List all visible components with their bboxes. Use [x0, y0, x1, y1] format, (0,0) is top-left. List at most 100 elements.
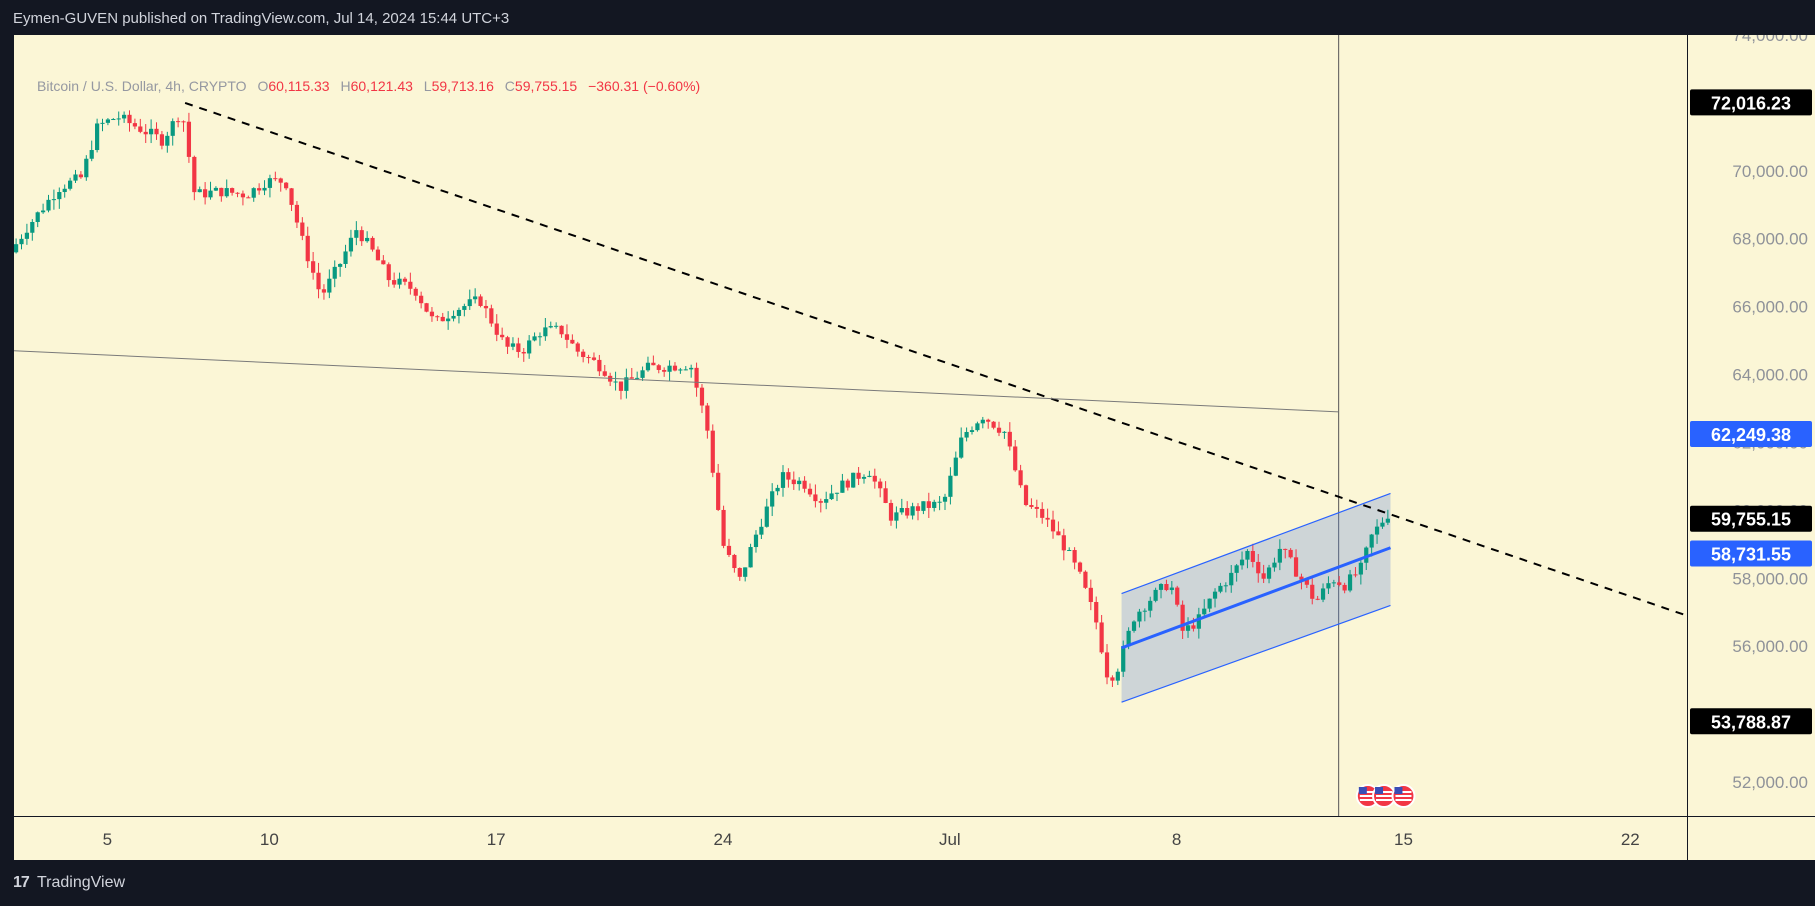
channel-upper: [1121, 492, 1391, 595]
candle-body: [332, 266, 337, 279]
legend-change: −360.31 (−0.60%): [588, 78, 701, 94]
candle-body: [30, 222, 35, 233]
candle-body: [602, 371, 607, 376]
candle-body: [1353, 574, 1358, 576]
price-tag-label: 62,249.38: [1711, 425, 1791, 445]
candle-body: [197, 189, 202, 193]
candle-body: [1331, 582, 1336, 584]
candle-body: [138, 126, 143, 132]
candle-body: [186, 121, 192, 157]
price-tag: 53,788.87: [1690, 708, 1812, 735]
candle-body: [116, 118, 121, 120]
candle-body: [446, 318, 451, 322]
candle-body: [764, 506, 769, 527]
candle-body: [645, 362, 651, 371]
legend-close-label: C: [504, 78, 515, 94]
candle-body: [1131, 621, 1137, 631]
channel-lower: [1121, 604, 1391, 703]
time-tick-label: 8: [1172, 830, 1181, 849]
candle-body: [1369, 534, 1374, 548]
candle-body: [375, 249, 381, 261]
candle-body: [888, 502, 894, 521]
time-tick-label: 5: [103, 830, 112, 849]
candle-body: [1256, 561, 1261, 574]
price-tag-bg: [1690, 708, 1812, 735]
candle-body: [699, 387, 705, 406]
candle-body: [73, 174, 78, 181]
candle-body: [521, 351, 526, 354]
candle-body: [635, 377, 640, 379]
candle-body: [899, 507, 904, 513]
candle-body: [694, 367, 699, 388]
legend-low-label: L: [423, 78, 432, 94]
candle-body: [1374, 526, 1380, 535]
candle-body: [948, 475, 953, 497]
candle-body: [975, 423, 980, 431]
candle-body: [132, 123, 138, 127]
candle-body: [586, 357, 591, 359]
candle-body: [154, 128, 159, 135]
candle-body: [24, 232, 30, 239]
tradingview-logo-icon: 17: [13, 874, 30, 891]
candle-body: [1364, 547, 1369, 563]
candle-body: [1299, 576, 1304, 580]
candle-body: [1067, 550, 1072, 552]
chart-svg[interactable]: [14, 35, 1687, 816]
flag-stripe: [1359, 799, 1376, 801]
candle-body: [689, 367, 694, 370]
candle-body: [181, 121, 186, 123]
candle-body: [235, 192, 240, 194]
candle-body: [41, 210, 46, 213]
candle-body: [953, 457, 958, 476]
candle-body: [1148, 600, 1153, 611]
candle-body: [554, 325, 559, 327]
candle-body: [581, 351, 586, 358]
chart-plot-area[interactable]: Bitcoin / U.S. Dollar, 4h, CRYPTO O60,11…: [14, 35, 1687, 816]
candle-body: [559, 325, 564, 335]
candle-body: [662, 369, 667, 372]
candle-body: [807, 488, 813, 495]
candle-body: [343, 251, 348, 264]
us-flag-event-icon: [1355, 784, 1380, 808]
flag-stripe: [1395, 791, 1412, 793]
candle-body: [500, 334, 505, 338]
candle-body: [267, 178, 273, 188]
candle-body: [354, 230, 359, 238]
candle-body: [1212, 591, 1218, 599]
price-axis[interactable]: 52,000.0054,000.0056,000.0058,000.0060,0…: [1688, 35, 1815, 816]
axis-corner: [1688, 817, 1815, 860]
candle-body: [1229, 572, 1234, 586]
candle-body: [1202, 608, 1207, 615]
price-tag: 72,016.23: [1690, 89, 1812, 116]
candle-body: [170, 121, 175, 136]
candle-body: [656, 365, 661, 370]
candle-body: [1061, 535, 1066, 551]
flag-stripe: [1376, 799, 1393, 801]
candle-body: [964, 431, 969, 438]
candle-body: [1185, 625, 1191, 631]
candle-body: [57, 192, 62, 200]
candle-body: [910, 506, 915, 516]
price-tick-label: 64,000.00: [1732, 366, 1808, 385]
candle-body: [1115, 671, 1120, 681]
candle-body: [95, 123, 100, 151]
price-tick-label: 74,000.00: [1732, 35, 1808, 45]
candle-body: [127, 114, 132, 124]
published-header: Eymen-GUVEN published on TradingView.com…: [0, 0, 1815, 34]
flag-canton: [1358, 787, 1367, 794]
candle-body: [338, 263, 343, 267]
candle-body: [564, 334, 570, 340]
candle-body: [1288, 549, 1293, 558]
candle-body: [710, 430, 715, 473]
candle-body: [413, 288, 418, 296]
candle-body: [510, 343, 516, 347]
time-axis[interactable]: 5 10 17 24 Jul 8 15 22: [14, 817, 1687, 860]
candle-body: [273, 178, 278, 180]
candle-body: [435, 316, 440, 318]
candle-body: [208, 190, 213, 198]
candle-body: [791, 479, 796, 485]
price-tag-bg: [1690, 89, 1812, 116]
candle-body: [1040, 508, 1045, 518]
candle-body: [143, 131, 148, 135]
candle-body: [829, 493, 834, 500]
